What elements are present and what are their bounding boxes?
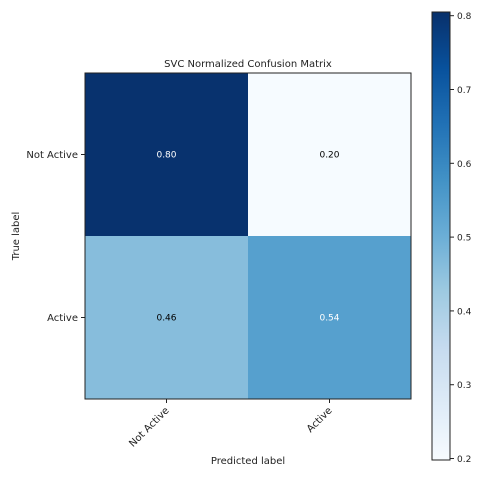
heatmap-cell — [85, 236, 248, 399]
x-tick-label: Not Active — [127, 405, 171, 449]
heatmap-cell — [85, 73, 248, 236]
x-axis-ticks: Not Active Active — [127, 399, 335, 450]
heatmap-cell — [248, 236, 411, 399]
y-axis-label: True label — [11, 212, 22, 262]
colorbar-ticks: 0.2 0.3 0.4 0.5 0.6 0.7 0.8 — [450, 12, 472, 465]
y-axis-ticks: Not Active Active — [26, 150, 85, 324]
colorbar-tick-label: 0.8 — [457, 12, 472, 22]
colorbar-tick-label: 0.7 — [457, 86, 471, 96]
heatmap-cells — [85, 73, 411, 399]
colorbar-tick-label: 0.5 — [457, 234, 471, 244]
cell-value-label: 0.20 — [319, 151, 339, 161]
cell-value-label: 0.46 — [156, 314, 176, 324]
plot-frame — [84, 72, 412, 400]
cell-value-label: 0.54 — [319, 314, 339, 324]
cell-value-label: 0.80 — [156, 151, 176, 161]
colorbar — [431, 11, 451, 461]
y-tick-label: Not Active — [26, 150, 78, 161]
heatmap-cell-labels: 0.80 0.20 0.46 0.54 — [156, 151, 339, 324]
chart-title: SVC Normalized Confusion Matrix — [164, 59, 332, 70]
heatmap-cell — [248, 73, 411, 236]
colorbar-tick-label: 0.3 — [457, 381, 471, 391]
y-tick-label: Active — [47, 313, 78, 324]
colorbar-tick-label: 0.6 — [457, 160, 472, 170]
x-axis-label: Predicted label — [211, 456, 285, 467]
x-tick-label: Active — [305, 405, 335, 435]
colorbar-tick-label: 0.4 — [457, 307, 472, 317]
colorbar-tick-label: 0.2 — [457, 455, 471, 465]
